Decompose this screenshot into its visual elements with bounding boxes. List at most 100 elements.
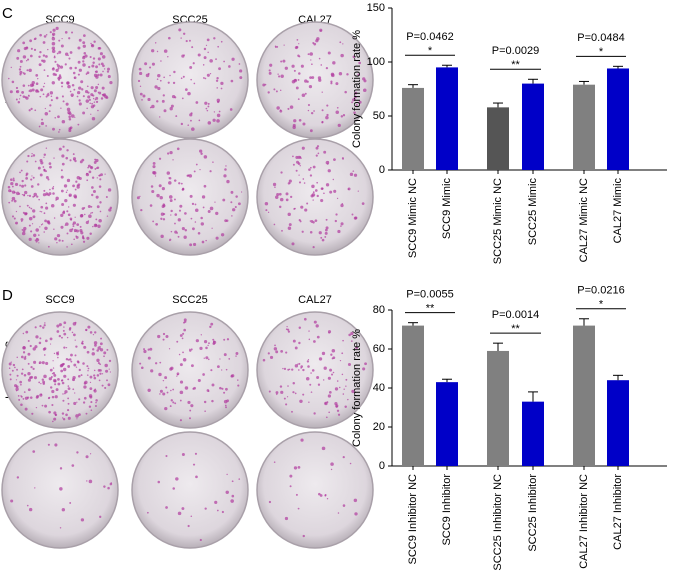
colony	[15, 222, 17, 224]
colony	[167, 81, 170, 84]
colony	[157, 86, 161, 91]
colony	[97, 73, 100, 77]
colony	[192, 242, 197, 247]
colony	[321, 91, 323, 93]
colony	[157, 334, 161, 339]
colony	[103, 355, 105, 358]
colony	[47, 92, 49, 95]
colony	[162, 379, 165, 382]
colony	[215, 79, 219, 82]
colony	[186, 174, 189, 177]
colony	[154, 42, 157, 44]
colony	[139, 92, 143, 96]
colony	[25, 60, 28, 62]
colony	[195, 101, 199, 104]
colony	[189, 243, 193, 247]
colony	[182, 351, 184, 354]
colony	[231, 494, 235, 498]
colony	[52, 360, 54, 362]
colony	[32, 367, 35, 370]
colony	[210, 369, 213, 372]
colony	[283, 44, 285, 46]
colony	[208, 342, 210, 345]
colony	[190, 217, 193, 220]
colony	[94, 223, 98, 227]
colony	[92, 348, 95, 351]
colony	[317, 76, 322, 80]
colony	[149, 106, 152, 109]
colony	[70, 353, 73, 357]
colony	[28, 68, 32, 73]
colony	[26, 204, 29, 207]
colony	[287, 107, 290, 110]
colony	[19, 70, 23, 74]
colony	[44, 111, 49, 116]
colony	[170, 209, 173, 213]
colony	[285, 328, 288, 331]
colony	[307, 103, 311, 107]
colony	[187, 124, 190, 126]
colony	[60, 169, 63, 172]
x-tick-label: SCC9 Inhibitor NC	[407, 474, 419, 565]
colony	[74, 392, 76, 394]
colony	[73, 238, 76, 241]
colony	[22, 346, 26, 350]
colony	[47, 245, 50, 248]
x-tick-label: SCC9 Inhibitor	[441, 474, 453, 546]
colony	[152, 165, 156, 169]
colony	[23, 373, 27, 377]
colony	[46, 220, 51, 224]
colony	[49, 165, 52, 169]
colony	[31, 88, 35, 92]
colony	[265, 209, 268, 212]
colony	[288, 368, 291, 371]
colony	[354, 91, 358, 95]
colony	[321, 238, 325, 242]
colony	[230, 79, 234, 83]
colony	[170, 104, 174, 108]
colony	[141, 99, 143, 101]
culture-plate	[1, 311, 119, 429]
colony	[18, 68, 22, 71]
colony	[72, 322, 77, 326]
colony	[29, 39, 33, 43]
colony	[177, 511, 182, 516]
colony	[95, 70, 98, 73]
colony	[16, 476, 20, 479]
colony	[168, 195, 173, 199]
colony	[197, 231, 201, 235]
colony	[20, 372, 24, 375]
colony	[298, 43, 300, 45]
colony	[297, 79, 300, 81]
colony	[163, 109, 167, 113]
colony	[178, 209, 182, 212]
colony	[355, 103, 358, 106]
colony	[67, 397, 70, 400]
colony	[41, 118, 44, 121]
colony	[85, 172, 90, 177]
colony	[95, 65, 98, 69]
colony	[108, 368, 110, 370]
colony	[275, 391, 279, 394]
colony	[38, 381, 41, 384]
colony	[51, 372, 54, 375]
colony	[99, 178, 102, 181]
colony	[200, 216, 203, 220]
colony	[97, 346, 101, 350]
colony	[70, 360, 73, 363]
colony	[293, 466, 298, 470]
colony	[341, 373, 344, 376]
colony	[99, 342, 103, 346]
colony	[29, 344, 32, 348]
colony	[295, 493, 298, 496]
colony	[34, 239, 37, 242]
colony	[308, 401, 310, 403]
colony	[284, 516, 289, 521]
colony	[90, 86, 94, 90]
colony	[325, 226, 329, 230]
colony	[84, 54, 88, 58]
colony	[11, 80, 15, 84]
colony	[11, 185, 14, 188]
colony	[168, 181, 172, 185]
colony	[95, 399, 98, 402]
